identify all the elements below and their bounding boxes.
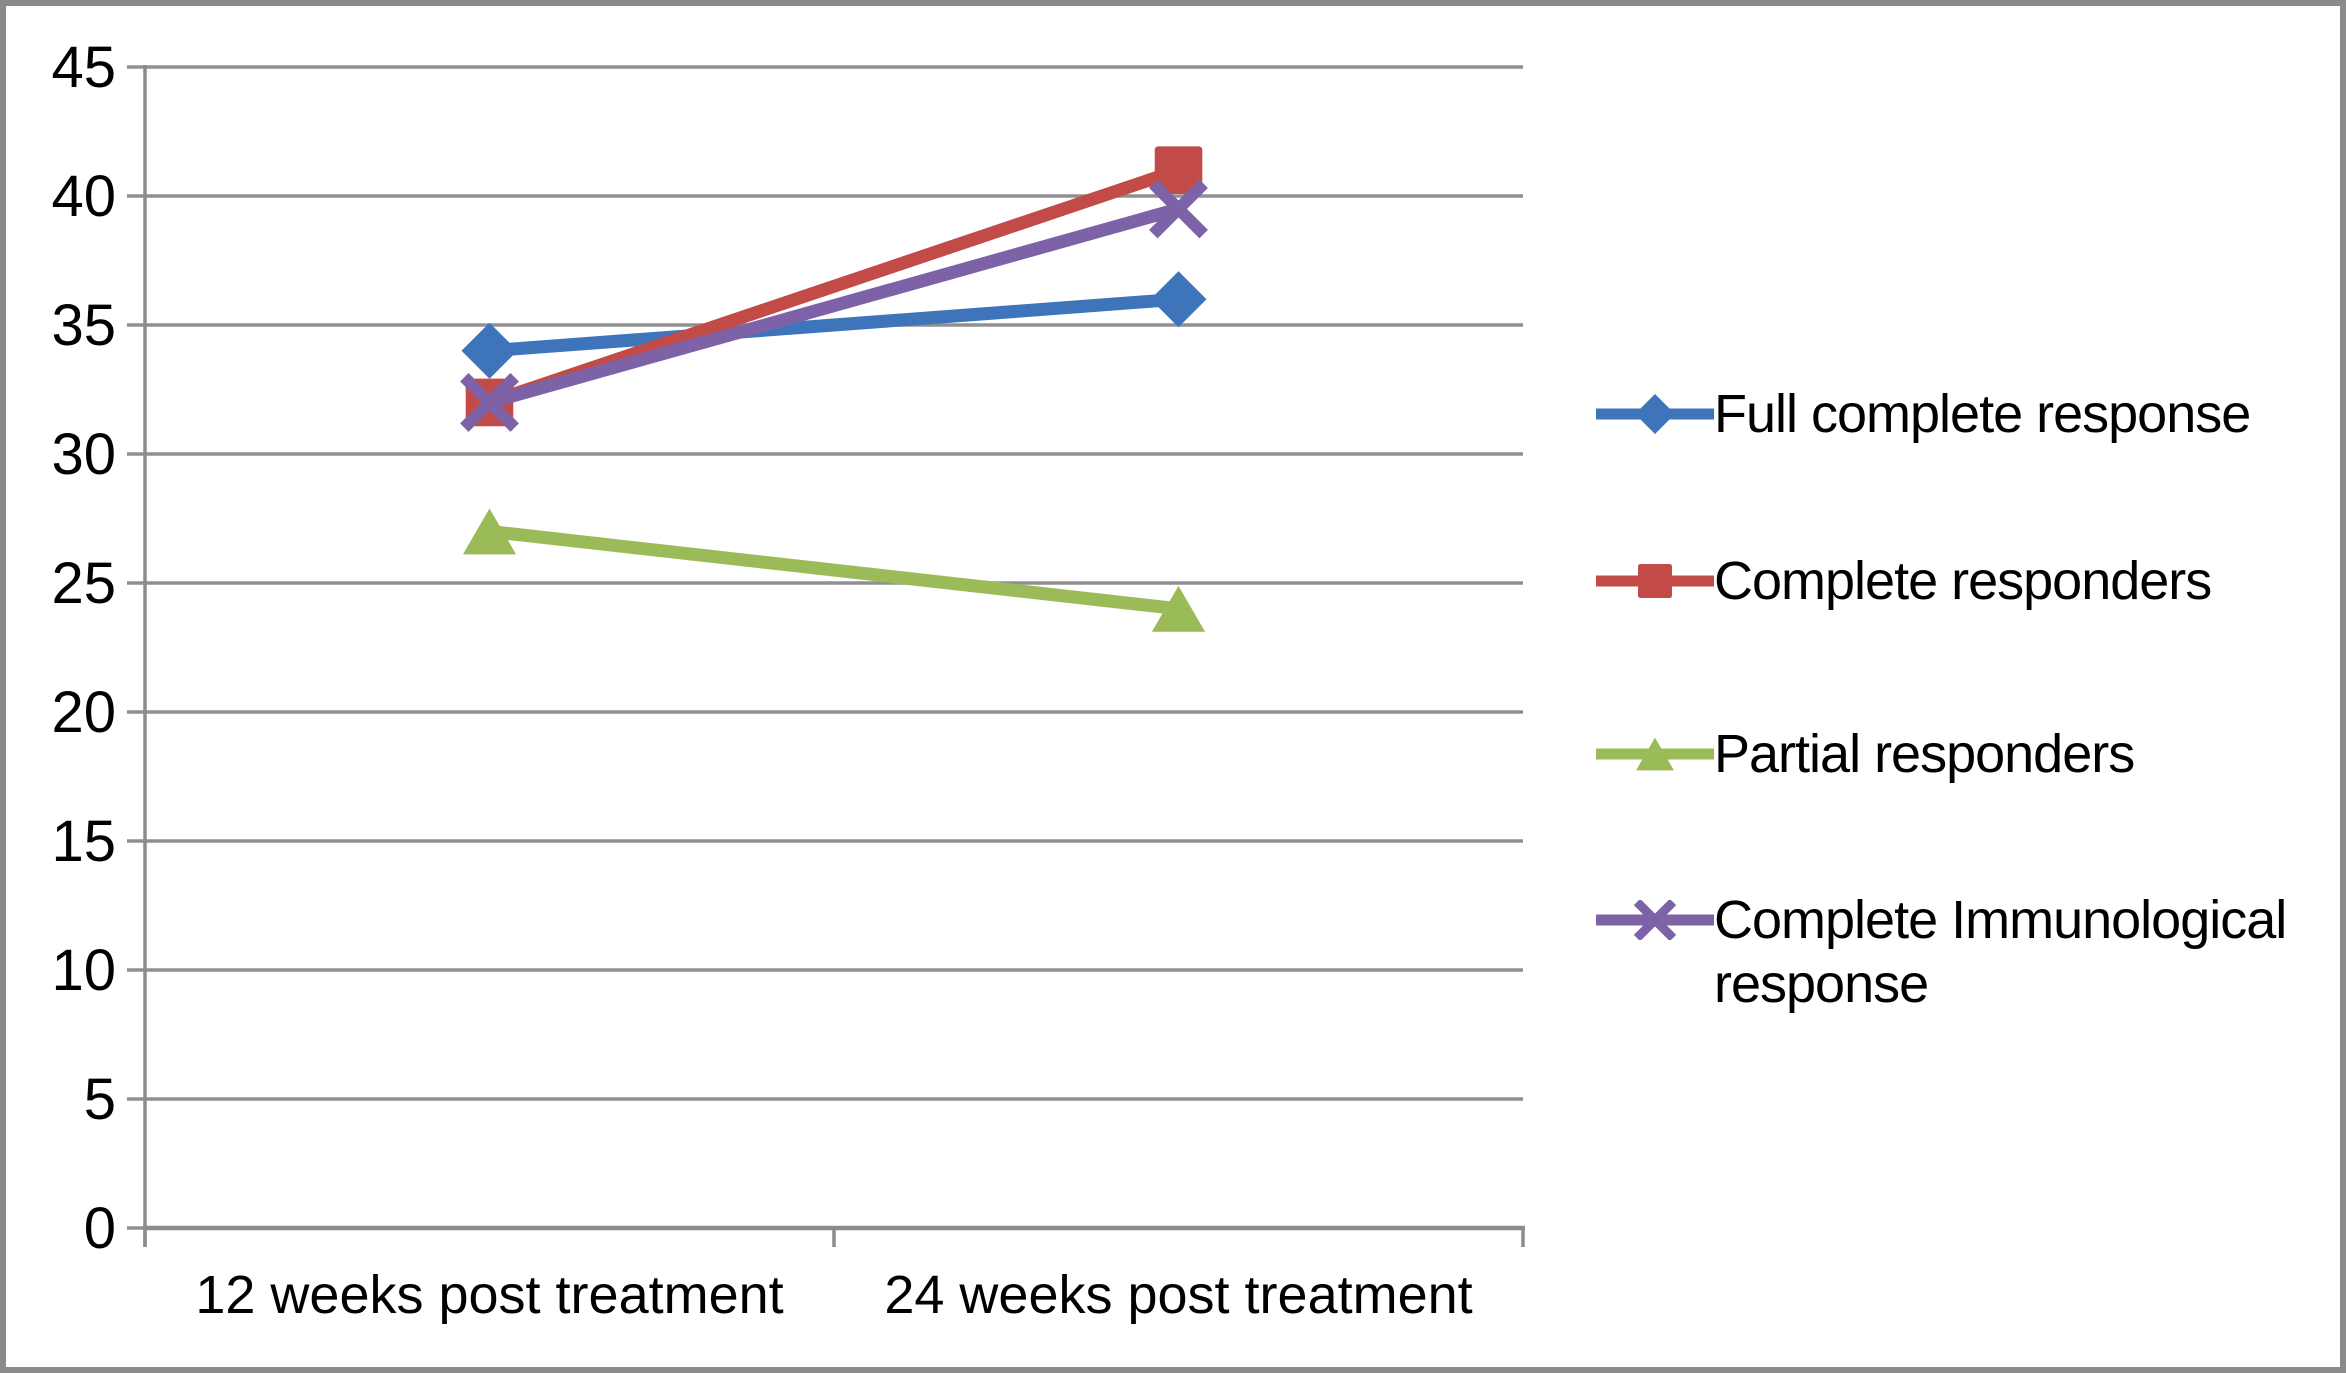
x-marker-icon bbox=[1149, 179, 1208, 239]
y-tick-label: 20 bbox=[51, 680, 116, 745]
y-tick-label: 5 bbox=[84, 1067, 116, 1132]
y-tick-label: 30 bbox=[51, 422, 116, 487]
y-tick-label: 0 bbox=[84, 1196, 116, 1261]
x-marker-icon bbox=[460, 372, 519, 432]
square-marker-icon bbox=[1154, 146, 1203, 194]
y-tick-label: 25 bbox=[51, 551, 116, 616]
diamond-marker-icon bbox=[1150, 271, 1207, 328]
series-line-full-complete-response bbox=[489, 292, 1179, 358]
triangle-marker-icon bbox=[1151, 585, 1206, 632]
series-line-partial-responders bbox=[488, 524, 1180, 616]
triangle-marker-icon bbox=[462, 508, 517, 555]
y-tick-label: 35 bbox=[51, 293, 116, 358]
diamond-marker-icon bbox=[461, 322, 518, 379]
x-category-label: 12 weeks post treatment bbox=[195, 1265, 783, 1325]
series-line-complete-immunological-response bbox=[487, 202, 1181, 409]
y-tick-label: 45 bbox=[51, 35, 116, 100]
y-tick-label: 15 bbox=[51, 809, 116, 874]
x-category-label: 24 weeks post treatment bbox=[884, 1265, 1472, 1325]
y-tick-label: 40 bbox=[51, 164, 116, 229]
y-tick-label: 10 bbox=[51, 938, 116, 1003]
